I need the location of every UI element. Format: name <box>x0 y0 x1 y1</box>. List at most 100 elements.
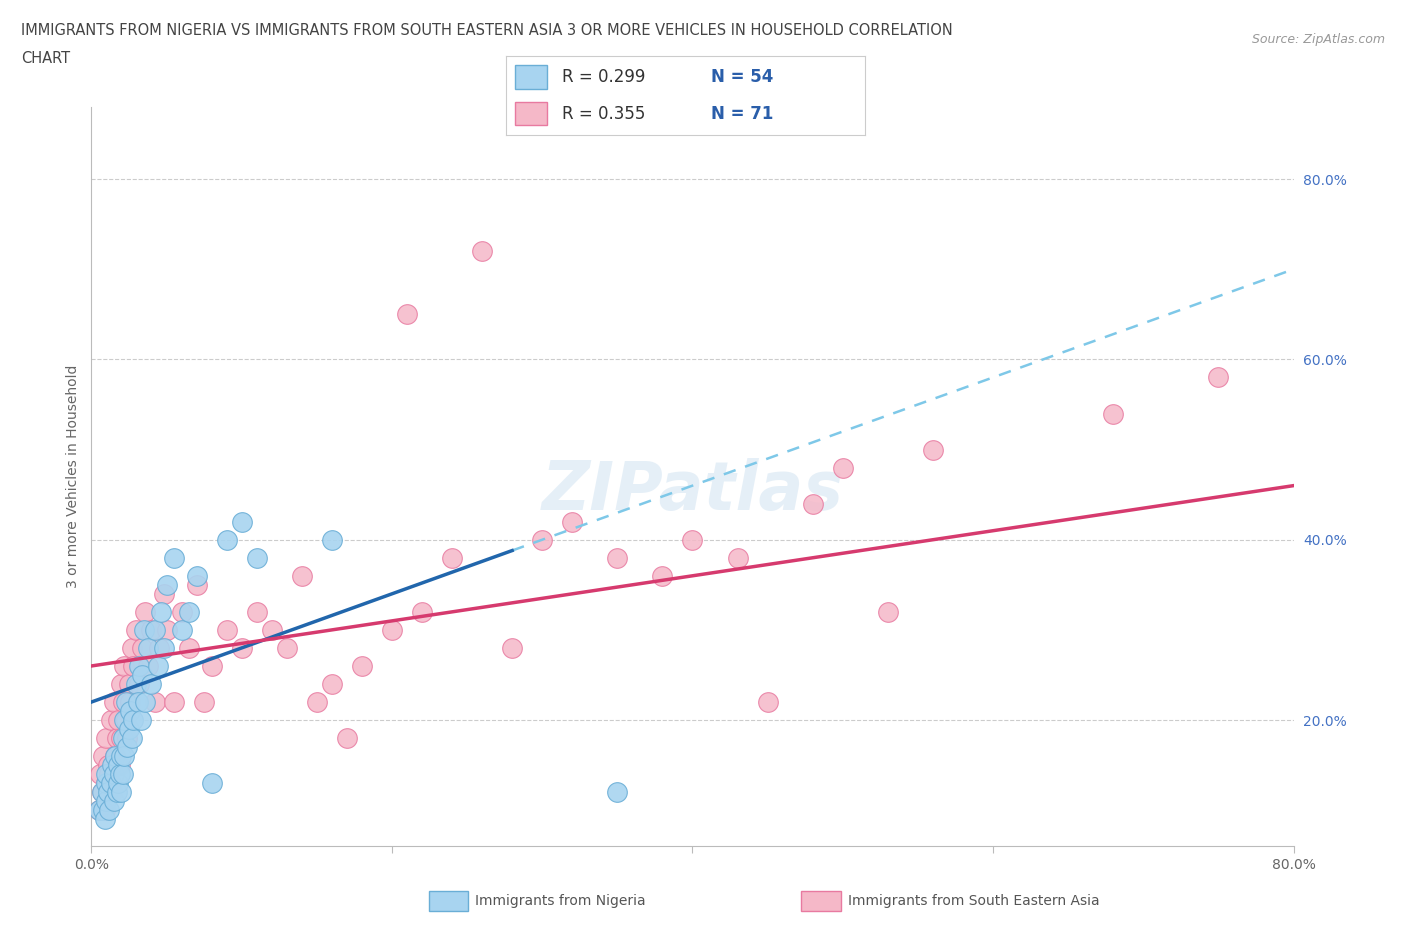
Point <box>201 658 224 673</box>
Point <box>114 749 136 764</box>
Point <box>96 776 118 790</box>
Point <box>201 776 224 790</box>
Point <box>186 568 208 583</box>
Point <box>134 604 156 619</box>
Point <box>471 244 494 259</box>
Text: R = 0.355: R = 0.355 <box>562 104 645 123</box>
Point <box>561 514 583 529</box>
Point <box>122 658 145 673</box>
Point <box>96 794 118 809</box>
Point <box>97 758 120 773</box>
Point <box>97 785 120 800</box>
Point <box>651 568 673 583</box>
Point <box>531 532 554 547</box>
Text: Immigrants from Nigeria: Immigrants from Nigeria <box>475 894 645 909</box>
Text: CHART: CHART <box>21 51 70 66</box>
Point <box>606 551 628 565</box>
Point <box>101 785 124 800</box>
Point <box>125 622 148 637</box>
Point <box>215 532 238 547</box>
FancyBboxPatch shape <box>515 101 547 126</box>
Point <box>321 676 343 691</box>
Point <box>103 766 125 781</box>
Point <box>1208 370 1230 385</box>
Point <box>96 766 118 781</box>
Point <box>756 695 779 710</box>
Point <box>246 604 269 619</box>
Point <box>111 731 134 746</box>
Point <box>148 641 170 656</box>
Point <box>94 812 117 827</box>
Point <box>163 695 186 710</box>
Point <box>108 758 131 773</box>
Point <box>111 766 134 781</box>
Text: Source: ZipAtlas.com: Source: ZipAtlas.com <box>1251 33 1385 46</box>
Point <box>94 803 117 817</box>
Point <box>90 785 112 800</box>
Point <box>831 460 853 475</box>
Point <box>381 622 404 637</box>
Point <box>101 758 124 773</box>
Point <box>138 658 160 673</box>
Point <box>395 307 418 322</box>
Point <box>501 641 523 656</box>
Text: R = 0.299: R = 0.299 <box>562 68 645 86</box>
Point <box>146 658 169 673</box>
Point <box>152 641 174 656</box>
Point <box>170 604 193 619</box>
Point <box>122 712 145 727</box>
Point <box>110 785 132 800</box>
Point <box>114 658 136 673</box>
Point <box>305 695 328 710</box>
Point <box>876 604 898 619</box>
Point <box>98 803 121 817</box>
Point <box>105 731 128 746</box>
Point <box>96 731 118 746</box>
Point <box>177 641 200 656</box>
Point <box>108 766 131 781</box>
Point <box>350 658 373 673</box>
Point <box>104 749 127 764</box>
Point <box>100 776 122 790</box>
Point <box>231 514 253 529</box>
Point <box>110 676 132 691</box>
Point <box>107 758 129 773</box>
Point <box>276 641 298 656</box>
Point <box>1102 406 1125 421</box>
Point <box>215 622 238 637</box>
Point <box>128 676 150 691</box>
Point <box>114 712 136 727</box>
Point <box>231 641 253 656</box>
Text: N = 71: N = 71 <box>710 104 773 123</box>
Y-axis label: 3 or more Vehicles in Household: 3 or more Vehicles in Household <box>66 365 80 589</box>
Point <box>87 803 110 817</box>
Point <box>727 551 749 565</box>
Point <box>93 803 115 817</box>
Point <box>128 658 150 673</box>
Point <box>193 695 215 710</box>
Point <box>152 587 174 602</box>
Point <box>120 704 142 719</box>
Point <box>155 622 177 637</box>
Point <box>440 551 463 565</box>
Point <box>104 749 127 764</box>
Point <box>606 785 628 800</box>
Point <box>103 794 125 809</box>
Point <box>107 712 129 727</box>
Point <box>105 785 128 800</box>
Point <box>138 641 160 656</box>
Point <box>177 604 200 619</box>
Point <box>100 712 122 727</box>
Point <box>121 641 143 656</box>
Point <box>131 641 153 656</box>
Point <box>411 604 433 619</box>
Point <box>117 739 139 754</box>
Point <box>149 604 172 619</box>
Point <box>129 712 152 727</box>
Text: Immigrants from South Eastern Asia: Immigrants from South Eastern Asia <box>848 894 1099 909</box>
Point <box>115 712 138 727</box>
Point <box>132 622 155 637</box>
Point <box>170 622 193 637</box>
Point <box>120 695 142 710</box>
Point <box>115 695 138 710</box>
